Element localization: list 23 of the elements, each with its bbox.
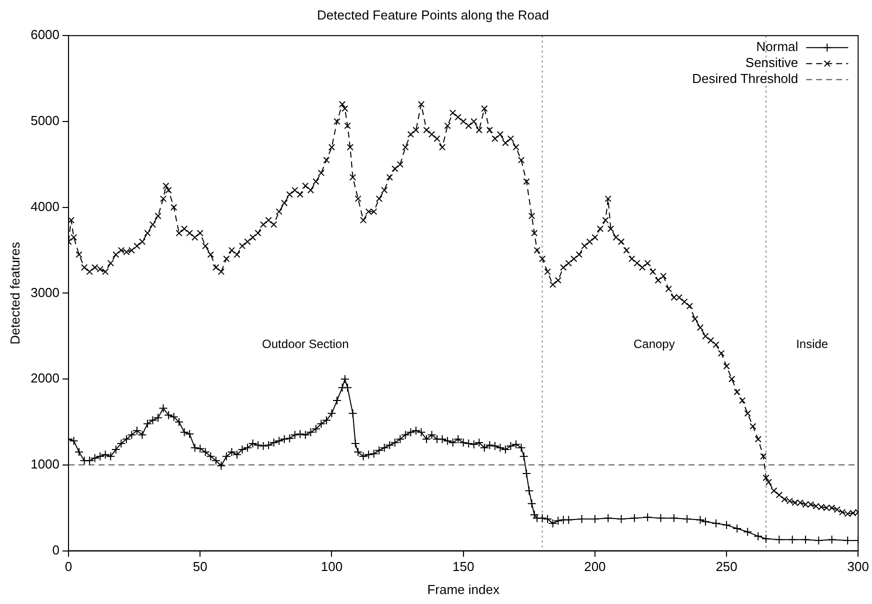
annotation: Outdoor Section	[262, 337, 349, 352]
y-tick-label: 1000	[30, 456, 60, 472]
x-tick-label: 300	[847, 559, 870, 574]
y-axis-title: Detected features	[7, 241, 22, 345]
legend-label: Normal	[756, 39, 798, 54]
y-tick-label: 0	[52, 542, 60, 558]
annotation: Canopy	[633, 337, 675, 352]
y-tick-label: 3000	[30, 284, 60, 300]
x-axis-title: Frame index	[427, 582, 500, 597]
x-tick-label: 50	[192, 559, 208, 574]
x-tick-label: 0	[64, 559, 72, 574]
x-tick-label: 200	[584, 559, 606, 574]
y-tick-label: 6000	[30, 27, 60, 42]
legend-label: Sensitive	[745, 55, 798, 70]
y-tick-label: 2000	[30, 370, 60, 386]
y-tick-label: 4000	[30, 198, 60, 214]
chart-title: Detected Feature Points along the Road	[317, 7, 549, 22]
legend-label: Desired Threshold	[692, 71, 798, 86]
x-tick-label: 150	[452, 559, 474, 574]
y-tick-label: 5000	[30, 113, 60, 128]
x-tick-label: 100	[320, 559, 343, 574]
x-tick-label: 250	[716, 559, 738, 574]
annotation: Inside	[796, 337, 828, 352]
